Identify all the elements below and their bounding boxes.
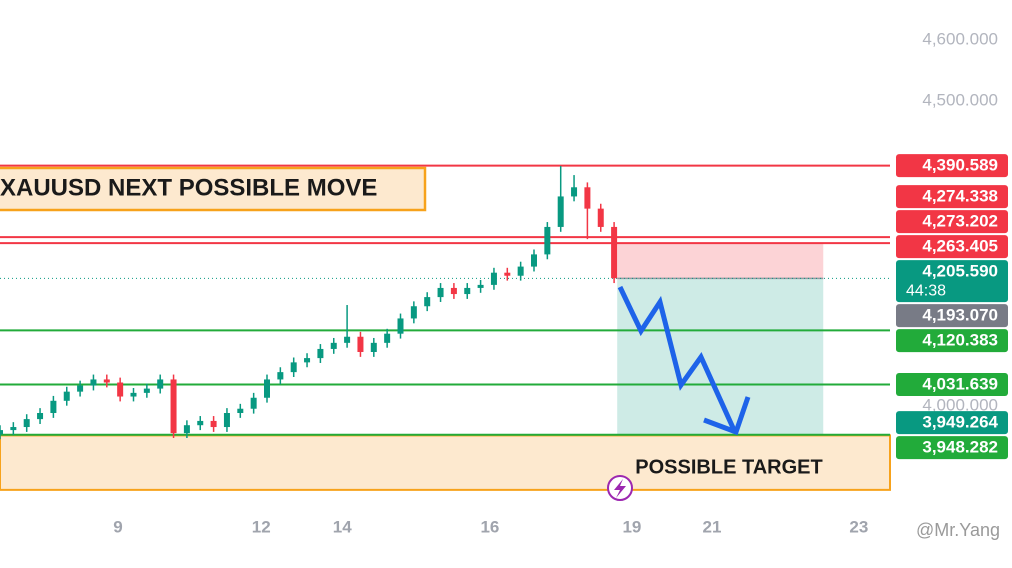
candle-body xyxy=(237,408,244,414)
title-box xyxy=(0,166,427,212)
candle-body xyxy=(544,226,551,255)
plot-layer xyxy=(0,165,618,440)
arrow-head xyxy=(703,396,751,436)
price-label: 4,031.639 xyxy=(922,375,998,394)
candle-body xyxy=(597,208,604,227)
candle-body xyxy=(277,372,284,380)
price-label: 4,205.590 xyxy=(922,262,998,281)
candle-body xyxy=(437,287,444,298)
candle-body xyxy=(370,342,377,352)
candle-body xyxy=(183,425,190,434)
candle-body xyxy=(10,427,17,431)
candle-body xyxy=(571,187,578,197)
candle-body xyxy=(37,413,44,420)
candle-body xyxy=(143,388,150,393)
candle-body xyxy=(410,306,417,319)
candle-body xyxy=(397,318,404,334)
candle-body xyxy=(130,392,137,397)
price-label: 4,193.070 xyxy=(922,306,998,325)
candle-body xyxy=(210,420,217,428)
price-label: 4,120.383 xyxy=(922,331,998,350)
candle-body xyxy=(611,226,618,279)
candle-body xyxy=(464,287,471,295)
price-label-box xyxy=(896,185,1008,209)
candle-body xyxy=(504,272,511,276)
candle-body xyxy=(290,362,297,373)
y-tick-label: 4,600.000 xyxy=(922,29,998,48)
candle-body xyxy=(584,187,591,209)
candle-body xyxy=(0,430,3,435)
candle-body xyxy=(357,336,364,352)
price-label-box xyxy=(896,329,1008,353)
price-label-box xyxy=(896,373,1008,397)
icon-bolt xyxy=(614,479,626,498)
candle-body xyxy=(330,342,337,349)
candle-body xyxy=(317,348,324,359)
event-icon xyxy=(607,475,633,501)
candle-body xyxy=(424,297,431,307)
candle-body xyxy=(517,266,524,276)
candle-body xyxy=(264,379,270,398)
candle-body xyxy=(250,397,257,409)
candle-body xyxy=(531,254,537,267)
candle-body xyxy=(50,400,57,414)
target-zone xyxy=(0,434,891,491)
annotation: POSSIBLE TARGET xyxy=(635,456,822,478)
candle-body xyxy=(384,333,391,343)
candle-body xyxy=(23,419,30,428)
x-tick-label: 19 xyxy=(622,517,641,536)
price-label: 4,273.202 xyxy=(922,212,998,231)
price-label-box xyxy=(896,154,1008,178)
price-countdown: 44:38 xyxy=(906,282,946,299)
x-tick-label: 23 xyxy=(849,517,868,536)
candle-body xyxy=(304,358,311,363)
candle-body xyxy=(77,385,84,392)
price-label-box xyxy=(896,210,1008,234)
x-tick-label: 21 xyxy=(703,517,722,536)
price-label-box xyxy=(896,260,1008,303)
candle-body xyxy=(490,272,497,285)
axis-layer: 4,600.000 4,500.000 4,000.000 9 12 14 16 19 21 23… xyxy=(113,29,1008,536)
candle-body xyxy=(90,379,97,386)
price-label-box xyxy=(896,436,1008,460)
candle-body xyxy=(557,196,564,227)
background-layer xyxy=(0,164,891,491)
y-tick-label: 4,500.000 xyxy=(922,90,998,109)
forecast-arrow xyxy=(617,285,751,436)
target-box xyxy=(617,278,824,435)
candle-body xyxy=(117,382,124,397)
stop-box xyxy=(617,243,824,279)
price-label: 3,948.282 xyxy=(922,438,998,457)
price-label: 4,390.589 xyxy=(922,156,998,175)
candle-body xyxy=(63,391,70,401)
price-label: 3,949.264 xyxy=(922,413,998,432)
candle-body xyxy=(103,379,110,383)
watermark: @Mr.Yang xyxy=(916,520,1000,540)
price-label: 4,263.405 xyxy=(922,237,998,256)
candle-body xyxy=(197,420,204,426)
x-tick-label: 12 xyxy=(252,517,271,536)
arrow-line xyxy=(617,285,737,432)
x-tick-label: 9 xyxy=(113,517,122,536)
x-tick-label: 14 xyxy=(333,517,352,536)
candle-body xyxy=(450,287,457,295)
chart-title: XAUUSD NEXT POSSIBLE MOVE xyxy=(0,174,377,201)
x-tick-label: 16 xyxy=(480,517,499,536)
price-label-box xyxy=(896,304,1008,328)
price-label: 4,274.338 xyxy=(922,187,998,206)
price-label-box xyxy=(896,411,1008,435)
candle-body xyxy=(344,336,351,343)
candle-body xyxy=(157,379,164,389)
y-tick-label: 4,000.000 xyxy=(922,395,998,414)
candle-body xyxy=(170,379,177,434)
candle-body xyxy=(477,284,484,288)
price-label-box xyxy=(896,235,1008,259)
candle-body xyxy=(223,413,230,428)
